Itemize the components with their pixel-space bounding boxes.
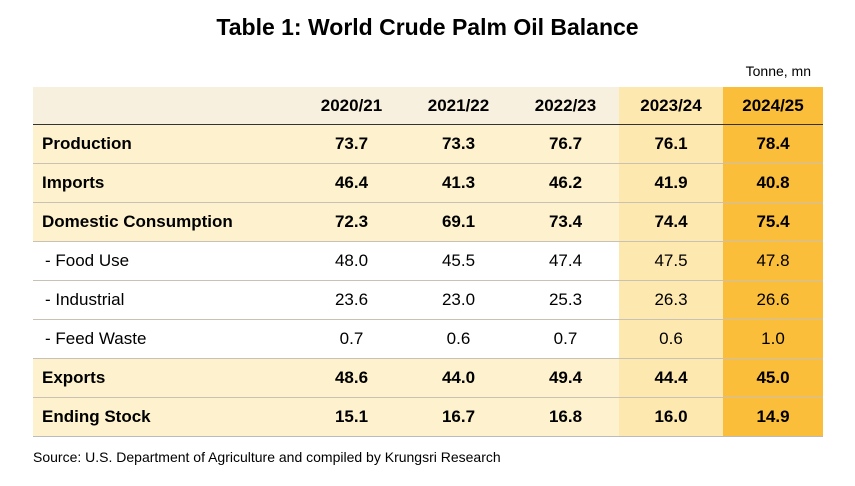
table-cell: 44.0 xyxy=(405,358,512,398)
row-label: - Food Use xyxy=(33,241,298,281)
table-cell: 16.7 xyxy=(405,397,512,437)
table-cell: 40.8 xyxy=(723,163,823,203)
column-header: 2020/21 xyxy=(298,87,405,125)
table-cell: 76.1 xyxy=(619,124,723,164)
column-header: 2021/22 xyxy=(405,87,512,125)
table-row: - Feed Waste 0.7 0.6 0.7 0.6 1.0 xyxy=(33,319,823,359)
table-cell: 41.3 xyxy=(405,163,512,203)
table-cell: 48.0 xyxy=(298,241,405,281)
table-row: Production 73.7 73.3 76.7 76.1 78.4 xyxy=(33,124,823,164)
row-label: Ending Stock xyxy=(33,397,298,437)
table-cell: 46.2 xyxy=(512,163,619,203)
table-cell: 73.3 xyxy=(405,124,512,164)
row-label: Exports xyxy=(33,358,298,398)
table-row: Imports 46.4 41.3 46.2 41.9 40.8 xyxy=(33,163,823,203)
table-cell: 0.6 xyxy=(619,319,723,359)
table-cell: 0.6 xyxy=(405,319,512,359)
table-cell: 48.6 xyxy=(298,358,405,398)
row-label: Domestic Consumption xyxy=(33,202,298,242)
table-cell: 46.4 xyxy=(298,163,405,203)
row-label: - Industrial xyxy=(33,280,298,320)
table-cell: 73.7 xyxy=(298,124,405,164)
table-cell: 78.4 xyxy=(723,124,823,164)
table-cell: 15.1 xyxy=(298,397,405,437)
column-header: 2023/24 xyxy=(619,87,723,125)
header-row: 2020/21 2021/22 2022/23 2023/24 2024/25 xyxy=(33,87,823,125)
source-note: Source: U.S. Department of Agriculture a… xyxy=(33,449,501,465)
table-cell: 74.4 xyxy=(619,202,723,242)
table-cell: 26.6 xyxy=(723,280,823,320)
table-cell: 41.9 xyxy=(619,163,723,203)
table-row: - Industrial 23.6 23.0 25.3 26.3 26.6 xyxy=(33,280,823,320)
table-row: Domestic Consumption 72.3 69.1 73.4 74.4 75.4 xyxy=(33,202,823,242)
table-cell: 1.0 xyxy=(723,319,823,359)
table-cell: 49.4 xyxy=(512,358,619,398)
header-corner xyxy=(33,87,298,125)
table-row: - Food Use 48.0 45.5 47.4 47.5 47.8 xyxy=(33,241,823,281)
unit-label: Tonne, mn xyxy=(745,63,811,79)
table-cell: 45.0 xyxy=(723,358,823,398)
table-cell: 47.4 xyxy=(512,241,619,281)
table-cell: 69.1 xyxy=(405,202,512,242)
table-cell: 16.0 xyxy=(619,397,723,437)
row-label: - Feed Waste xyxy=(33,319,298,359)
row-label: Imports xyxy=(33,163,298,203)
table-cell: 47.5 xyxy=(619,241,723,281)
table-cell: 23.0 xyxy=(405,280,512,320)
table-cell: 45.5 xyxy=(405,241,512,281)
palm-oil-balance-table: 2020/21 2021/22 2022/23 2023/24 2024/25 … xyxy=(33,87,823,437)
row-label: Production xyxy=(33,124,298,164)
table-cell: 44.4 xyxy=(619,358,723,398)
table-cell: 47.8 xyxy=(723,241,823,281)
table-cell: 75.4 xyxy=(723,202,823,242)
table-cell: 0.7 xyxy=(512,319,619,359)
column-header: 2022/23 xyxy=(512,87,619,125)
table-cell: 16.8 xyxy=(512,397,619,437)
table-cell: 73.4 xyxy=(512,202,619,242)
table-cell: 25.3 xyxy=(512,280,619,320)
table-title: Table 1: World Crude Palm Oil Balance xyxy=(216,14,639,40)
table-cell: 26.3 xyxy=(619,280,723,320)
table-cell: 72.3 xyxy=(298,202,405,242)
table-cell: 76.7 xyxy=(512,124,619,164)
table-cell: 23.6 xyxy=(298,280,405,320)
column-header: 2024/25 xyxy=(723,87,823,125)
table-row: Ending Stock 15.1 16.7 16.8 16.0 14.9 xyxy=(33,397,823,437)
table-cell: 0.7 xyxy=(298,319,405,359)
table-row: Exports 48.6 44.0 49.4 44.4 45.0 xyxy=(33,358,823,398)
table-cell: 14.9 xyxy=(723,397,823,437)
